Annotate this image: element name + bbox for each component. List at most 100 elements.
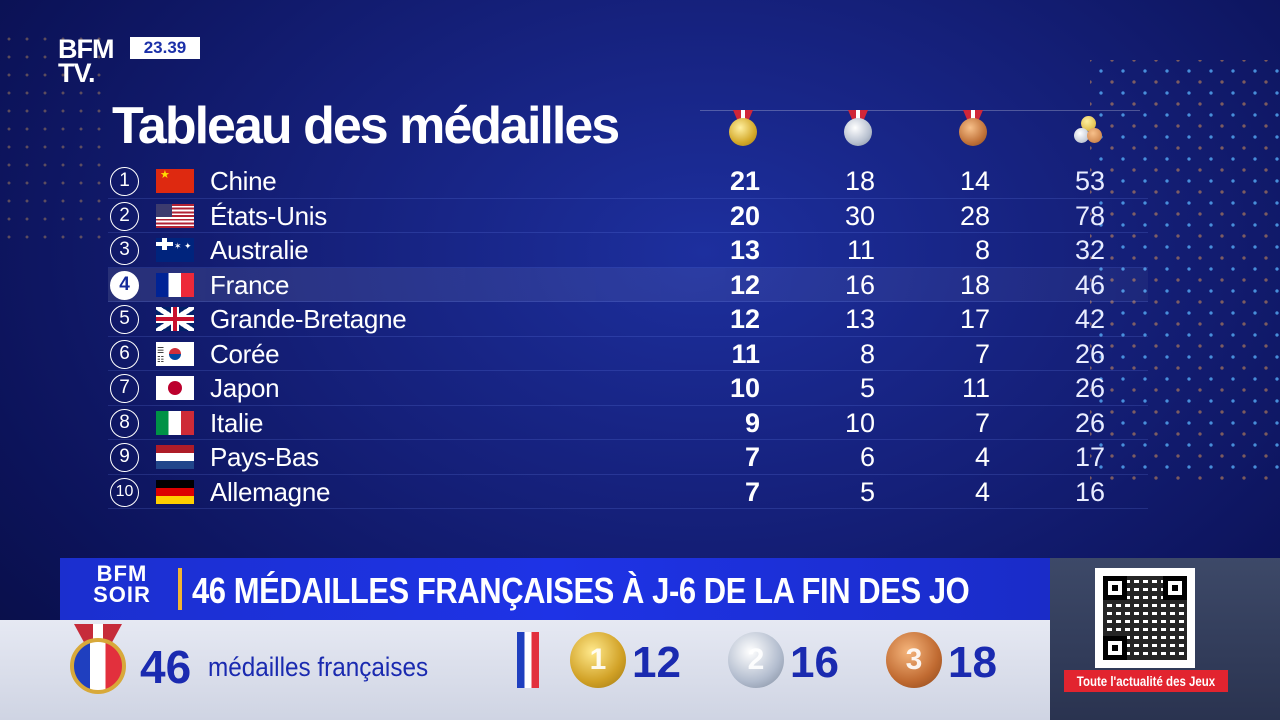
- show-logo: BFM SOIR: [82, 563, 162, 607]
- bronze-count: 11: [961, 373, 990, 403]
- logo-line1: BFM: [58, 34, 114, 64]
- silver-medal-icon: [841, 110, 875, 152]
- rank-badge: 10: [110, 477, 139, 507]
- bronze-count: 14: [959, 166, 990, 196]
- france-gold-count: 12: [632, 638, 681, 687]
- korea-flag-icon: [156, 341, 194, 366]
- bronze-count: 17: [959, 304, 990, 334]
- bronze-medal-icon: 3: [886, 632, 942, 688]
- banner-separator: [178, 568, 182, 610]
- gold-count: 21: [729, 166, 760, 196]
- france-medal-icon: [70, 624, 126, 694]
- country-name: Corée: [210, 338, 280, 369]
- gold-medal-icon: [726, 110, 760, 152]
- page-title: Tableau des médailles: [112, 97, 620, 155]
- total-medals-icon: [1072, 114, 1106, 148]
- qr-code-icon[interactable]: [1095, 568, 1195, 668]
- germany-flag-icon: [156, 479, 194, 504]
- side-panel: Toute l'actualité des Jeux: [1050, 558, 1280, 720]
- bronze-count: 7: [974, 338, 990, 369]
- silver-count: 13: [844, 304, 875, 334]
- table-row: 1 Chine 21 18 14 53: [108, 164, 1148, 199]
- silver-count: 10: [844, 407, 875, 438]
- bronze-count: 18: [959, 269, 990, 300]
- rank-badge: 8: [110, 408, 139, 438]
- gold-count: 13: [729, 235, 760, 265]
- table-row-highlighted: 4 France 12 16 18 46: [108, 267, 1148, 302]
- medal-table: 1 Chine 21 18 14 53 2 États-Unis 20 30 2…: [108, 164, 1148, 509]
- silver-count: 5: [859, 476, 875, 507]
- header-divider: [700, 110, 1140, 111]
- total-count: 26: [1074, 407, 1105, 438]
- bronze-count: 7: [974, 407, 990, 438]
- uk-flag-icon: [156, 307, 194, 331]
- rank-badge: 6: [110, 339, 139, 369]
- country-name: Pays-Bas: [210, 442, 319, 472]
- table-row: 6 Corée 11 8 7 26: [108, 337, 1148, 371]
- silver-count: 6: [859, 442, 875, 472]
- total-count: 78: [1074, 200, 1105, 231]
- bronze-count: 4: [974, 442, 990, 472]
- bronze-count: 4: [974, 476, 990, 507]
- gold-count: 12: [729, 269, 760, 300]
- channel-logo: BFM TV.: [58, 34, 124, 89]
- gold-count: 9: [744, 407, 760, 438]
- table-row: 7 Japon 10 5 11 26: [108, 371, 1148, 406]
- gold-count: 12: [729, 304, 760, 334]
- gold-count: 7: [744, 442, 760, 472]
- silver-medal-icon: 2: [728, 632, 784, 688]
- total-count: 46: [1074, 269, 1105, 300]
- total-count: 16: [1074, 476, 1105, 507]
- total-count: 17: [1074, 442, 1105, 472]
- italy-flag-icon: [156, 410, 194, 435]
- bronze-count: 8: [974, 235, 990, 265]
- netherlands-flag-icon: [156, 445, 194, 469]
- clock: 23.39: [130, 37, 200, 59]
- gold-count: 10: [729, 373, 760, 403]
- bronze-medal-icon: [956, 110, 990, 152]
- bronze-count: 28: [959, 200, 990, 231]
- rank-badge: 1: [110, 167, 139, 196]
- country-name: Allemagne: [210, 476, 331, 507]
- country-name: France: [210, 269, 290, 300]
- gold-count: 7: [744, 476, 760, 507]
- show-logo-line2: SOIR: [93, 581, 151, 607]
- total-count: 26: [1074, 373, 1105, 403]
- headline-banner: BFM SOIR 46 MÉDAILLES FRANÇAISES À J-6 D…: [60, 558, 1050, 620]
- country-name: Japon: [210, 373, 280, 403]
- france-total-count: 46: [140, 641, 192, 693]
- total-count: 53: [1074, 166, 1105, 196]
- rank-badge: 9: [110, 443, 139, 472]
- france-medal-strip: 46 médailles françaises 1 12 2 16 3 18: [0, 620, 1050, 720]
- table-row: 10 Allemagne 7 5 4 16: [108, 475, 1148, 509]
- logo-line2: TV.: [58, 58, 96, 89]
- china-flag-icon: [156, 169, 194, 193]
- country-name: Grande-Bretagne: [210, 304, 407, 334]
- france-total-label: médailles françaises: [208, 652, 429, 682]
- gold-count: 11: [731, 338, 760, 369]
- decorative-dots-left: [0, 30, 110, 250]
- total-count: 42: [1074, 304, 1105, 334]
- silver-count: 30: [844, 200, 875, 231]
- rank-badge: 2: [110, 201, 139, 231]
- total-count: 26: [1074, 338, 1105, 369]
- gold-medal-icon: 1: [570, 632, 626, 688]
- france-flag-icon: [156, 272, 194, 297]
- table-row: 5 Grande-Bretagne 12 13 17 42: [108, 302, 1148, 337]
- country-name: Italie: [210, 407, 264, 438]
- silver-count: 18: [844, 166, 875, 196]
- table-row: 3 Australie 13 11 8 32: [108, 233, 1148, 268]
- table-row: 9 Pays-Bas 7 6 4 17: [108, 440, 1148, 475]
- country-name: États-Unis: [210, 200, 327, 231]
- silver-count: 11: [846, 235, 875, 265]
- rank-badge: 5: [110, 305, 139, 334]
- rank-badge: 3: [110, 236, 139, 265]
- table-row: 2 États-Unis 20 30 28 78: [108, 199, 1148, 233]
- gold-count: 20: [729, 200, 760, 231]
- decorative-dots-right: [1090, 60, 1280, 480]
- headline-text: 46 MÉDAILLES FRANÇAISES À J-6 DE LA FIN …: [192, 570, 970, 611]
- total-count: 32: [1074, 235, 1105, 265]
- country-name: Chine: [210, 166, 277, 196]
- silver-count: 16: [844, 269, 875, 300]
- australia-flag-icon: [156, 238, 194, 262]
